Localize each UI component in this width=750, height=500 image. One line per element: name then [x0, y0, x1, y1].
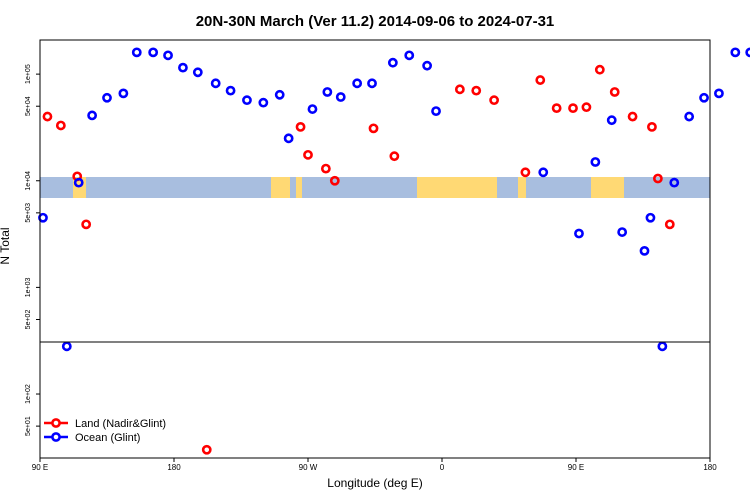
ocean-point — [210, 78, 221, 89]
x-tick-label: 90 E — [32, 463, 48, 472]
ocean-point — [730, 47, 741, 58]
land-point — [81, 219, 92, 230]
y-tick-label: 5e+02 — [25, 310, 32, 330]
y-tick-label: 1e+03 — [25, 277, 32, 297]
y-tick-label: 5e+03 — [25, 203, 32, 223]
y-tick-label: 5e+04 — [25, 96, 32, 116]
legend-marker — [51, 432, 61, 442]
land-point — [535, 75, 546, 85]
ocean-point — [617, 227, 628, 237]
ocean-point — [73, 177, 84, 188]
legend: Land (Nadir&Glint) Ocean (Glint) — [44, 418, 166, 444]
land-point — [594, 64, 605, 75]
ocean-point — [242, 95, 252, 106]
land-point — [568, 103, 578, 114]
ocean-point — [714, 88, 724, 99]
land-point — [55, 120, 66, 131]
ocean-point — [87, 110, 98, 121]
ocean-point — [574, 228, 584, 239]
ocean-point — [606, 115, 617, 126]
ocean-point — [322, 87, 333, 97]
y-axis: 5e+01 1e+02 5e+02 1e+03 5e+03 1e+04 5e+04 1e+05 — [25, 64, 40, 436]
land-point — [368, 123, 379, 134]
land-point — [609, 87, 620, 97]
ocean-point — [38, 212, 48, 223]
legend-marker — [51, 418, 61, 428]
land-point — [329, 175, 340, 186]
ocean-point — [684, 111, 695, 122]
ocean-point — [431, 106, 441, 117]
land-point — [489, 95, 500, 106]
ocean-point — [163, 50, 173, 61]
land-point — [664, 219, 675, 230]
land-point — [581, 102, 592, 113]
land-point — [627, 111, 638, 122]
x-tick-label: 180 — [703, 463, 717, 472]
x-tick-label: 180 — [167, 463, 181, 472]
land-point — [520, 167, 531, 178]
land-point — [320, 163, 331, 174]
world-map-strip — [40, 177, 710, 198]
ocean-point — [657, 341, 668, 352]
land-point — [647, 121, 657, 132]
land-point — [42, 111, 53, 122]
ocean-point — [367, 78, 377, 89]
y-tick-label: 1e+02 — [25, 384, 32, 404]
ocean-point — [192, 67, 203, 78]
ocean-point — [590, 157, 601, 167]
ocean-point — [387, 57, 398, 68]
ocean-point — [283, 133, 294, 144]
ocean-point — [645, 212, 656, 223]
ocean-point — [131, 47, 142, 58]
y-tick-label: 1e+04 — [25, 171, 32, 191]
x-tick-label: 90 E — [568, 463, 584, 472]
ocean-point — [639, 245, 650, 256]
ocean-point — [225, 85, 236, 96]
ocean-point — [148, 47, 159, 58]
plot-area — [39, 39, 711, 459]
y-axis-label: N Total — [0, 227, 12, 264]
ocean-point — [422, 60, 433, 71]
ocean-point — [178, 62, 188, 73]
y-tick-label: 5e+01 — [25, 416, 32, 436]
chart-title: 20N-30N March (Ver 11.2) 2014-09-06 to 2… — [196, 13, 555, 30]
land-point — [454, 84, 465, 95]
ocean-point — [699, 92, 709, 103]
ocean-point — [274, 89, 285, 100]
land-point — [295, 121, 306, 132]
land-point — [201, 444, 212, 455]
legend-label: Land (Nadir&Glint) — [75, 418, 166, 430]
x-tick-label: 0 — [440, 463, 445, 472]
x-axis: 90 E 180 90 W 0 90 E 180 — [32, 458, 717, 472]
ocean-point — [352, 78, 363, 89]
ocean-point — [335, 92, 346, 102]
y-tick-label: 1e+05 — [25, 64, 32, 84]
ocean-point — [61, 341, 72, 352]
land-point — [471, 85, 482, 96]
land-point — [551, 103, 562, 114]
legend-label: Ocean (Glint) — [75, 432, 140, 444]
ocean-point — [669, 177, 680, 188]
ocean-point — [118, 88, 129, 99]
ocean-point — [404, 50, 415, 61]
x-tick-label: 90 W — [299, 463, 318, 472]
land-point — [303, 149, 313, 160]
ocean-point — [307, 104, 318, 114]
ocean-point — [745, 47, 750, 58]
ocean-point — [102, 92, 112, 103]
land-point — [652, 173, 663, 184]
land-point — [389, 151, 400, 162]
points-layer — [38, 47, 750, 455]
x-axis-label: Longitude (deg E) — [327, 476, 422, 490]
ocean-point — [258, 97, 269, 108]
ocean-point — [538, 167, 549, 178]
